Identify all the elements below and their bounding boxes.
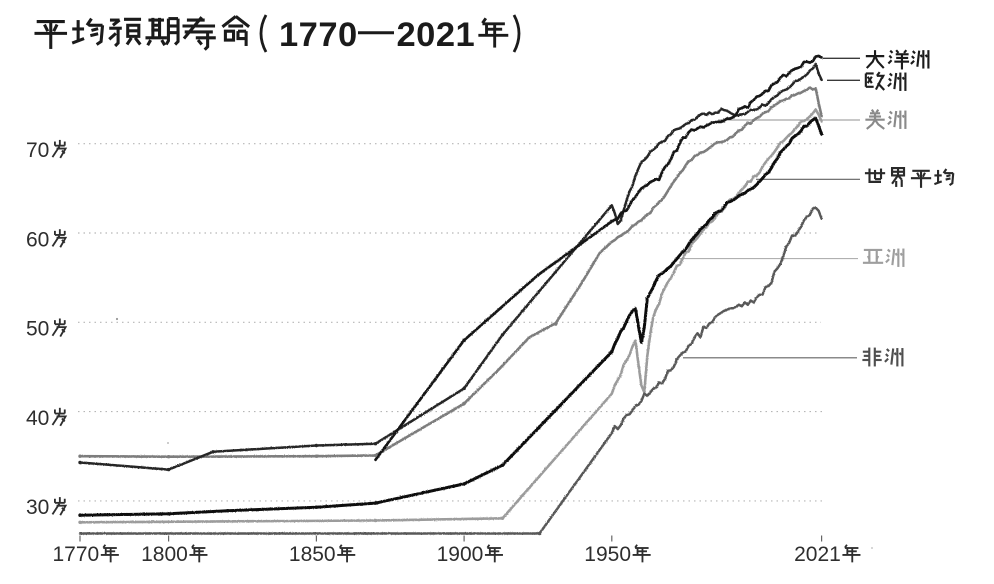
svg-text:1950: 1950 [584,543,631,566]
svg-text:30: 30 [26,496,49,519]
svg-text:40: 40 [26,407,49,430]
svg-text:1850: 1850 [289,543,336,566]
svg-text:2021: 2021 [397,16,476,54]
svg-text:70: 70 [26,139,49,162]
svg-text:1770: 1770 [279,16,358,54]
svg-text:50: 50 [26,318,49,341]
svg-text:60: 60 [26,228,49,251]
svg-text:1770: 1770 [53,543,100,566]
svg-text:1900: 1900 [437,543,484,566]
svg-text:2021: 2021 [794,543,841,566]
svg-text:1800: 1800 [141,543,188,566]
